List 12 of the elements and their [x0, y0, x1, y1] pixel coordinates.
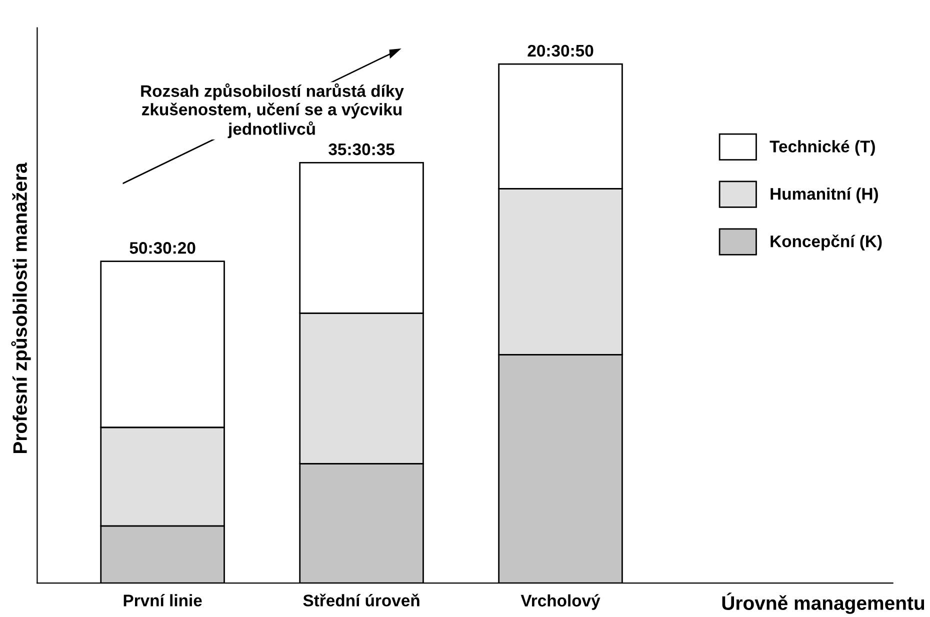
x-tick-label: Vrcholový [520, 594, 600, 610]
y-axis-title: Profesní způsobilosti manažera [11, 162, 31, 454]
x-axis-title: Úrovně managementu [722, 592, 924, 614]
legend-label: Humanitní (H) [770, 187, 878, 204]
legend-label: Koncepční (K) [770, 234, 882, 251]
x-tick-label: První linie [124, 594, 202, 606]
annotation: 20:30:50 [528, 44, 594, 57]
annotation: Rozsah způsobilostí narůstá díky zkušenostem, učení se a výcviku jednotlivců [141, 83, 404, 138]
annotation: 50:30:20 [130, 242, 196, 254]
legend-label: Technické (T) [770, 140, 875, 156]
annotation: 35:30:35 [328, 143, 394, 156]
x-tick-label: Střední úroveň [303, 594, 420, 606]
